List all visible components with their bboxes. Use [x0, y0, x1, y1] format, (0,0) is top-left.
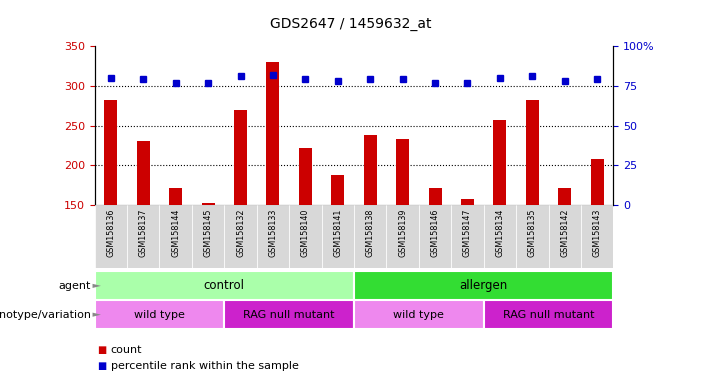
Text: GSM158133: GSM158133 [268, 208, 278, 257]
Bar [332, 175, 344, 205]
Text: GSM158143: GSM158143 [592, 208, 601, 257]
Bar [95, 300, 224, 329]
Bar [516, 205, 549, 268]
Text: GSM158136: GSM158136 [107, 208, 116, 257]
Bar [558, 187, 571, 205]
Text: GSM158144: GSM158144 [171, 208, 180, 257]
Bar [428, 187, 442, 205]
Bar [202, 204, 215, 205]
Bar [591, 159, 604, 205]
Bar [266, 62, 280, 205]
Bar [127, 205, 160, 268]
Text: GSM158137: GSM158137 [139, 208, 148, 257]
Text: percentile rank within the sample: percentile rank within the sample [111, 361, 299, 371]
Bar [95, 271, 354, 300]
Bar [549, 205, 581, 268]
Bar [484, 300, 613, 329]
Bar [354, 300, 484, 329]
Bar [451, 205, 484, 268]
Bar [137, 141, 150, 205]
Bar [224, 300, 354, 329]
Text: allergen: allergen [460, 280, 508, 292]
Bar [354, 205, 386, 268]
Text: RAG null mutant: RAG null mutant [243, 310, 335, 320]
Text: GSM158138: GSM158138 [366, 208, 375, 257]
Bar [494, 120, 506, 205]
Text: GSM158139: GSM158139 [398, 208, 407, 257]
Bar [224, 205, 257, 268]
Text: genotype/variation: genotype/variation [0, 310, 91, 320]
Bar [95, 205, 127, 268]
Bar [169, 187, 182, 205]
Bar [192, 205, 224, 268]
Bar [354, 271, 613, 300]
Bar [160, 205, 192, 268]
Bar [322, 205, 354, 268]
Bar [234, 110, 247, 205]
Text: GSM158132: GSM158132 [236, 208, 245, 257]
Bar [461, 199, 474, 205]
Text: count: count [111, 345, 142, 355]
Text: wild type: wild type [134, 310, 185, 320]
Bar [581, 205, 613, 268]
Text: ■: ■ [98, 345, 111, 355]
Text: GSM158135: GSM158135 [528, 208, 537, 257]
Bar [386, 205, 418, 268]
Bar [526, 100, 539, 205]
Bar [104, 100, 117, 205]
Text: GSM158140: GSM158140 [301, 208, 310, 257]
Text: GSM158146: GSM158146 [430, 208, 440, 257]
Bar [364, 135, 376, 205]
Bar [396, 139, 409, 205]
Text: wild type: wild type [393, 310, 444, 320]
Text: GSM158145: GSM158145 [203, 208, 212, 257]
Bar [418, 205, 451, 268]
Text: control: control [204, 280, 245, 292]
Text: ■: ■ [98, 361, 111, 371]
Text: GDS2647 / 1459632_at: GDS2647 / 1459632_at [270, 17, 431, 31]
Text: agent: agent [59, 281, 91, 291]
Text: GSM158147: GSM158147 [463, 208, 472, 257]
Text: RAG null mutant: RAG null mutant [503, 310, 594, 320]
Text: GSM158134: GSM158134 [496, 208, 505, 257]
Bar [257, 205, 290, 268]
Bar [484, 205, 516, 268]
Bar [299, 148, 312, 205]
Text: GSM158141: GSM158141 [333, 208, 342, 257]
Bar [290, 205, 322, 268]
Text: GSM158142: GSM158142 [560, 208, 569, 257]
